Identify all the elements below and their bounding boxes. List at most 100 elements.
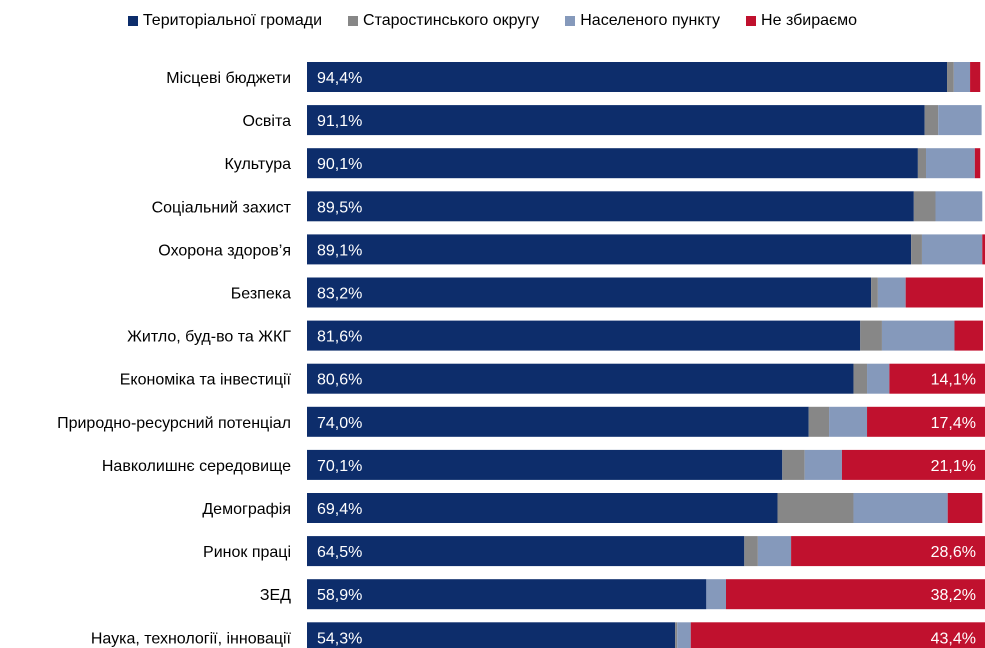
bar-segment-territorial	[307, 406, 809, 437]
bar-segment-territorial	[307, 493, 778, 523]
bar-segment-territorial	[307, 320, 861, 351]
category-label: Економіка та інвестиції	[120, 372, 292, 389]
legend-swatch-territorial	[127, 16, 138, 26]
bar-segment-settlement	[953, 62, 971, 92]
bar-segment-starosta	[777, 493, 854, 523]
bar-segment-not-collected	[905, 277, 983, 308]
category-label: Культура	[224, 156, 291, 173]
data-label-territorial: 81,6%	[317, 329, 362, 346]
bar-segment-territorial	[307, 191, 914, 222]
legend-item-starosta: Старостинського округу	[348, 10, 539, 32]
bar-segment-starosta	[808, 406, 830, 437]
bar-segment-territorial	[307, 105, 925, 136]
bar-segment-not-collected	[974, 148, 981, 179]
bar-segment-not-collected	[726, 579, 985, 610]
bar-segment-settlement	[921, 234, 983, 265]
bar-segment-starosta	[860, 320, 882, 351]
category-label: Соціальний захист	[152, 199, 292, 216]
data-label-not-collected: 38,2%	[931, 587, 976, 604]
bar-segment-not-collected	[954, 320, 983, 351]
bar-segment-territorial	[307, 234, 912, 265]
bar-segment-not-collected	[690, 622, 985, 648]
chart-legend: Територіальної громади Старостинського о…	[0, 10, 985, 32]
legend-label-settlement: Населеного пункту	[580, 12, 721, 29]
bar-segment-starosta	[924, 105, 939, 136]
bar-segment-settlement	[881, 320, 955, 351]
bar-segment-settlement	[938, 105, 982, 136]
category-label: Навколишнє середовище	[102, 458, 291, 475]
bar-segment-starosta	[744, 536, 758, 567]
bar-segment-territorial	[307, 449, 783, 480]
bar-segment-not-collected	[889, 363, 985, 394]
data-label-territorial: 54,3%	[317, 630, 362, 647]
bar-segment-territorial	[307, 622, 676, 648]
bar-segment-starosta	[853, 363, 868, 394]
bar-segment-territorial	[307, 536, 745, 567]
bar-segment-starosta	[913, 191, 936, 222]
category-label: ЗЕД	[260, 587, 291, 604]
category-label: Житло, буд-во та ЖКГ	[127, 329, 291, 346]
bar-segment-not-collected	[982, 234, 985, 265]
bar-segment-settlement	[935, 191, 983, 222]
category-label: Місцеві бюджети	[166, 70, 291, 87]
legend-label-territorial: Територіальної громади	[142, 12, 323, 29]
bar-segment-settlement	[853, 493, 948, 523]
bar-segment-settlement	[677, 622, 691, 648]
data-label-territorial: 94,4%	[317, 70, 362, 87]
bar-segment-settlement	[829, 406, 868, 437]
category-label: Ринок праці	[203, 544, 291, 561]
data-label-territorial: 89,1%	[317, 242, 362, 259]
bar-segment-starosta	[947, 62, 954, 92]
bar-segment-settlement	[926, 148, 975, 179]
data-label-territorial: 69,4%	[317, 501, 362, 518]
data-label-territorial: 58,9%	[317, 587, 362, 604]
data-label-territorial: 70,1%	[317, 458, 362, 475]
data-label-territorial: 64,5%	[317, 544, 362, 561]
bar-segment-starosta	[675, 622, 678, 648]
bar-segment-starosta	[782, 449, 805, 480]
legend-label-starosta: Старостинського округу	[363, 12, 540, 29]
data-label-territorial: 80,6%	[317, 372, 362, 389]
bar-segment-settlement	[706, 579, 726, 610]
legend-swatch-starosta	[348, 16, 359, 26]
data-label-not-collected: 21,1%	[931, 458, 976, 475]
bar-segment-territorial	[307, 363, 854, 394]
bar-segment-starosta	[917, 148, 927, 179]
bar-segment-starosta	[911, 234, 922, 265]
bar-segment-settlement	[804, 449, 842, 480]
data-label-not-collected: 28,6%	[931, 544, 976, 561]
bar-segment-not-collected	[947, 493, 983, 523]
data-label-not-collected: 17,4%	[931, 415, 976, 432]
data-label-territorial: 90,1%	[317, 156, 362, 173]
bar-segment-settlement	[877, 277, 906, 308]
data-label-territorial: 91,1%	[317, 113, 362, 130]
bar-segment-territorial	[307, 62, 948, 92]
bar-segment-not-collected	[867, 406, 985, 437]
data-label-territorial: 74,0%	[317, 415, 362, 432]
bar-segment-territorial	[307, 579, 707, 610]
bar-segment-territorial	[307, 277, 872, 308]
legend-label-not-collected: Не збираємо	[761, 12, 858, 29]
data-label-territorial: 83,2%	[317, 286, 362, 303]
legend-swatch-settlement	[565, 16, 576, 26]
data-label-not-collected: 43,4%	[931, 630, 976, 647]
bar-segment-not-collected	[970, 62, 981, 92]
legend-swatch-not-collected	[746, 16, 757, 26]
bar-segment-territorial	[307, 148, 918, 179]
legend-item-territorial: Територіальної громади	[127, 10, 323, 32]
bar-segment-settlement	[867, 363, 890, 394]
data-label-not-collected: 14,1%	[931, 372, 976, 389]
category-label: Безпека	[231, 286, 291, 303]
bar-segment-settlement	[757, 536, 792, 567]
category-label: Наука, технології, інновації	[91, 630, 292, 647]
bar-segment-starosta	[871, 277, 878, 308]
category-label: Природно-ресурсний потенціал	[57, 415, 291, 432]
data-label-territorial: 89,5%	[317, 199, 362, 216]
legend-item-settlement: Населеного пункту	[565, 10, 720, 32]
legend-item-not-collected: Не збираємо	[746, 10, 857, 32]
category-label: Охорона здоров’я	[158, 242, 291, 259]
bar-segment-not-collected	[841, 449, 985, 480]
bar-segment-not-collected	[791, 536, 985, 567]
category-label: Демографія	[202, 501, 291, 518]
